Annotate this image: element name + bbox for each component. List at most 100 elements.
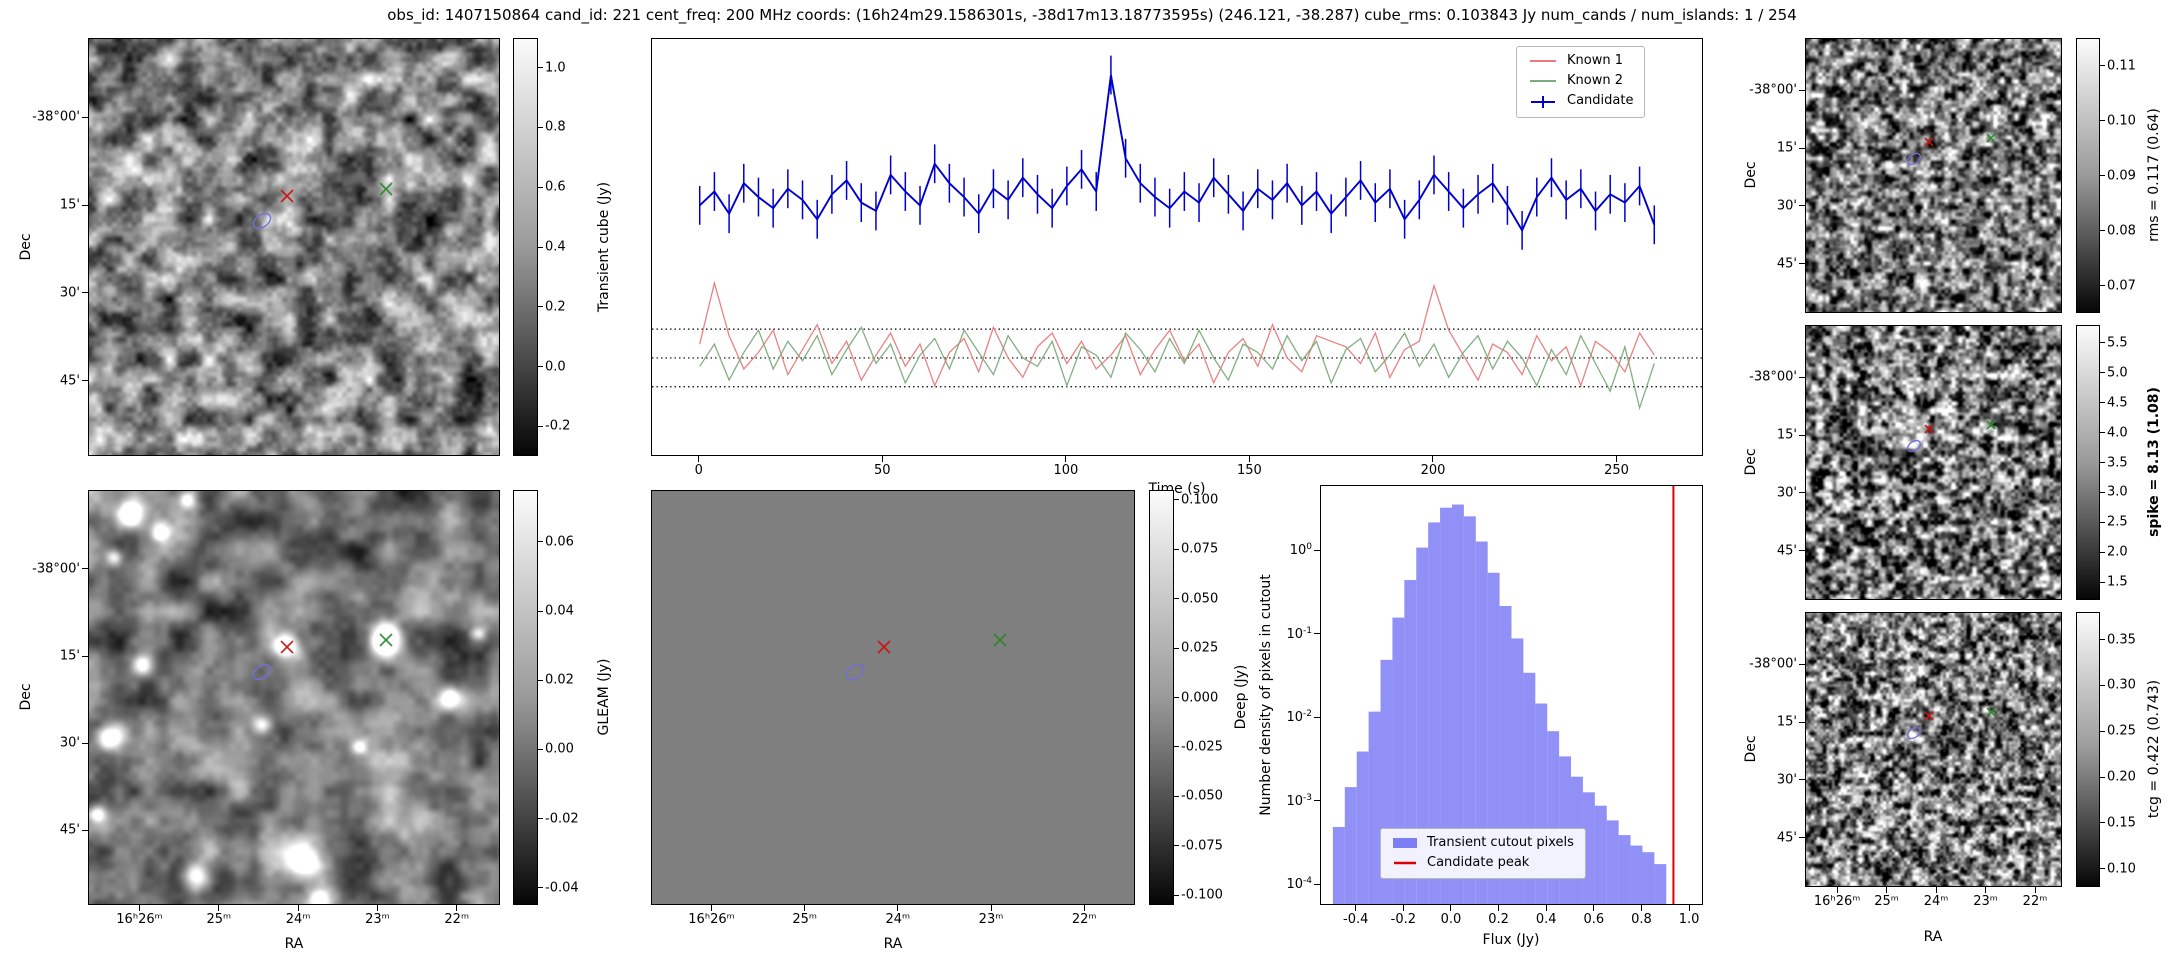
- colorbar-tick-label: 4.0: [2107, 425, 2128, 441]
- tick-mark: [1174, 548, 1179, 550]
- colorbar-tick-label: 0.100: [1181, 492, 1219, 508]
- dec-tick-label: 15': [1776, 140, 1797, 156]
- colorbar-tick-label: 0.15: [2107, 815, 2136, 831]
- colorbar-label-spike: spike = 8.13 (1.08): [2146, 387, 2162, 537]
- tick-mark: [897, 905, 899, 911]
- time-tick-label: 100: [1053, 463, 1079, 478]
- tick-mark: [82, 568, 88, 570]
- legend-label-known1: Known 1: [1567, 53, 1623, 68]
- tick-mark: [1799, 779, 1805, 781]
- legend-label-candidate-peak: Candidate peak: [1427, 854, 1530, 870]
- tick-mark: [2100, 402, 2105, 404]
- colorbar-tick-label: 3.0: [2107, 484, 2128, 500]
- colorbar-label-deep: Deep (Jy): [1233, 664, 1249, 730]
- density-tick-label: 10-1: [1286, 625, 1312, 642]
- tick-mark: [1799, 89, 1805, 91]
- dec-tick-label: 45': [59, 373, 80, 389]
- colorbar-tick-label: -0.050: [1181, 788, 1223, 804]
- tick-mark: [2100, 521, 2105, 523]
- tick-mark: [1174, 499, 1179, 501]
- tick-mark: [1799, 550, 1805, 551]
- colorbar-tick-label: -0.2: [545, 418, 571, 434]
- tcg-map-image: [1806, 613, 2061, 886]
- tick-mark: [1886, 887, 1888, 893]
- tick-mark: [2100, 776, 2105, 778]
- tick-mark: [1174, 697, 1179, 698]
- figure-title: obs_id: 1407150864 cand_id: 221 cent_fre…: [387, 6, 1797, 24]
- ra-tick-label: 16ʰ26ᵐ: [1813, 894, 1861, 909]
- colorbar-label-tcg: tcg = 0.422 (0.743): [2146, 679, 2162, 819]
- colorbar-tick-label: 2.5: [2107, 514, 2128, 530]
- spike-map-panel: [1805, 325, 2062, 600]
- flux-tick-label: -0.2: [1390, 912, 1417, 927]
- dec-tick-label: 30': [1776, 772, 1797, 788]
- flux-tick-label: 0.6: [1583, 912, 1605, 927]
- tick-mark: [1498, 905, 1500, 911]
- rms-map-image: [1806, 39, 2061, 312]
- colorbar-label-rms: rms = 0.117 (0.64): [2146, 108, 2162, 242]
- colorbar-tick-label: 4.5: [2107, 395, 2128, 411]
- tick-mark: [698, 456, 700, 462]
- tick-mark: [82, 292, 88, 294]
- flux-histogram-plot: [1332, 486, 1675, 904]
- deep-colorbar: [1149, 490, 1174, 905]
- tick-mark: [2034, 887, 2036, 893]
- known2-x-marker: [993, 633, 1008, 647]
- tick-mark: [1450, 905, 1452, 911]
- colorbar-tick-label: -0.02: [545, 811, 579, 827]
- dec-tick-label: 45': [59, 822, 80, 838]
- colorbar-tick-label: 0.075: [1181, 541, 1219, 557]
- ra-axis-label: RA: [883, 936, 903, 952]
- transient-cube-colorbar: [513, 38, 538, 456]
- colorbar-tick-label: 0.06: [545, 534, 574, 550]
- colorbar-tick-label: 0.00: [545, 741, 574, 757]
- tick-mark: [538, 541, 543, 543]
- tick-mark: [2100, 372, 2105, 374]
- lightcurve-plot: [652, 55, 1702, 411]
- dec-tick-label: -38°00': [1749, 369, 1797, 385]
- tick-mark: [1935, 887, 1937, 893]
- colorbar-tick-label: 0.4: [545, 239, 566, 255]
- tick-mark: [82, 116, 88, 118]
- density-tick-label: 10-4: [1286, 876, 1312, 893]
- ra-tick-label: 22ᵐ: [444, 912, 470, 927]
- ra-tick-label: 25ᵐ: [792, 912, 817, 927]
- colorbar-tick-label: 0.30: [2107, 677, 2136, 693]
- tcg-map-panel: [1805, 612, 2062, 887]
- tick-mark: [2100, 551, 2105, 553]
- tick-mark: [297, 905, 299, 911]
- colorbar-tick-label: 0.20: [2107, 769, 2136, 785]
- spike-colorbar: [2076, 325, 2100, 600]
- ra-axis-label: RA: [284, 936, 304, 952]
- tick-mark: [2100, 822, 2105, 824]
- tick-mark: [538, 679, 543, 681]
- tick-mark: [538, 186, 543, 188]
- tick-mark: [538, 818, 543, 820]
- ra-tick-label: 22ᵐ: [2022, 894, 2048, 909]
- colorbar-tick-label: 0.07: [2107, 278, 2136, 293]
- tcg-colorbar: [2076, 612, 2100, 887]
- tick-mark: [711, 905, 712, 911]
- dec-tick-label: 15': [1776, 427, 1797, 443]
- known1-line-sample: [1530, 60, 1556, 63]
- dec-tick-label: -38°00': [32, 109, 80, 125]
- colorbar-tick-label: 0.6: [545, 179, 566, 195]
- colorbar-tick-label: 5.5: [2107, 335, 2128, 351]
- ra-axis-label: RA: [1923, 929, 1943, 945]
- colorbar-tick-label: 0.02: [545, 672, 574, 688]
- colorbar-tick-label: 0.08: [2107, 223, 2136, 238]
- known1-x-marker: [877, 640, 891, 654]
- colorbar-tick-label: 0.2: [545, 299, 566, 315]
- spike-map-image: [1806, 326, 2061, 599]
- time-tick-label: 250: [1604, 463, 1629, 478]
- lightcurve-legend: Known 1 Known 2 Candidate: [1516, 46, 1646, 118]
- tick-mark: [82, 742, 88, 744]
- tick-mark: [1314, 800, 1320, 802]
- flux-tick-label: 0.0: [1440, 912, 1462, 927]
- tick-mark: [1402, 905, 1404, 911]
- dec-tick-label: 15': [59, 197, 80, 213]
- density-tick-label: 10-3: [1286, 792, 1312, 810]
- tick-mark: [538, 366, 543, 368]
- tick-mark: [1083, 905, 1085, 911]
